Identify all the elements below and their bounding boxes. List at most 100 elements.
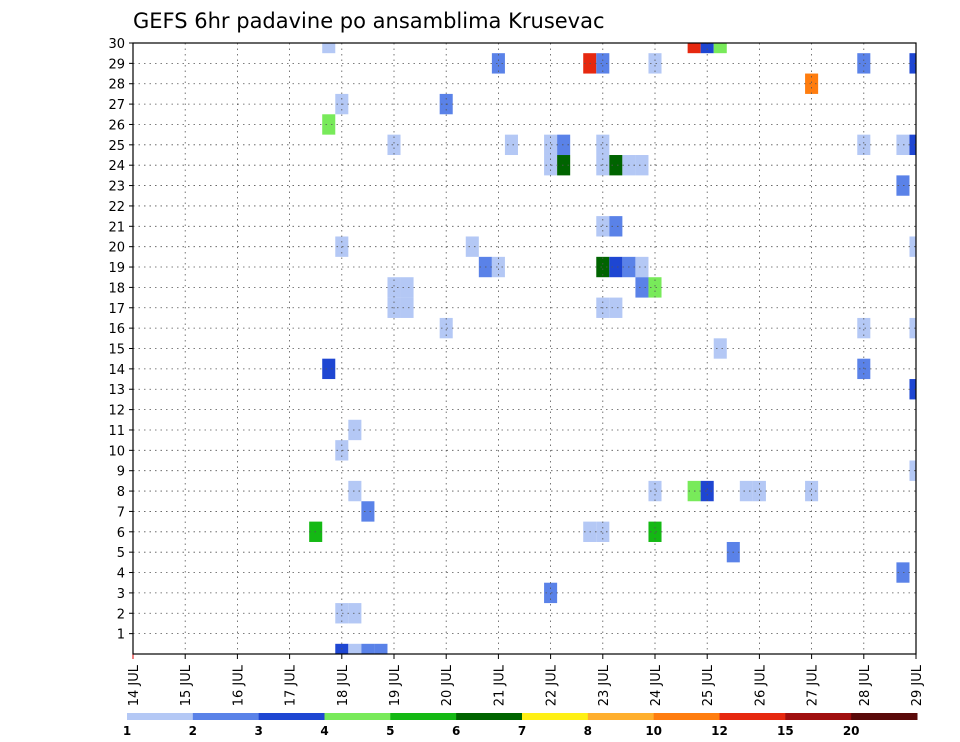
y-tick-label: 4 xyxy=(117,567,125,582)
colorbar-label: 12 xyxy=(711,724,728,738)
heatmap-cell xyxy=(909,236,916,257)
heatmap-cell xyxy=(596,256,610,278)
y-tick-label: 10 xyxy=(108,444,125,459)
heatmap-cell xyxy=(544,582,558,604)
heatmap-cell xyxy=(465,236,479,257)
heatmap-cell xyxy=(348,419,362,441)
heatmap-cell xyxy=(609,297,623,318)
y-tick-label: 5 xyxy=(117,546,125,561)
x-tick-label: 26 JUL xyxy=(753,664,768,706)
heatmap-cell xyxy=(387,277,401,298)
x-tick-label: 29 JUL xyxy=(910,664,925,706)
x-tick-label: 23 JUL xyxy=(597,664,612,706)
heatmap-cell xyxy=(713,43,727,54)
y-tick-label: 30 xyxy=(108,37,125,52)
colorbar-swatch xyxy=(719,713,786,720)
x-tick-label: 15 JUL xyxy=(179,664,194,706)
heatmap-cell xyxy=(400,277,414,298)
heatmap-cell xyxy=(909,460,916,481)
y-tick-label: 28 xyxy=(108,78,125,93)
x-tick-label: 24 JUL xyxy=(649,664,664,706)
heatmap-cell xyxy=(491,53,505,74)
y-tick-label: 26 xyxy=(108,118,125,133)
heatmap-cell xyxy=(348,603,362,624)
heatmap-cell xyxy=(361,643,375,654)
x-tick-label: 16 JUL xyxy=(231,664,246,706)
heatmap-cell xyxy=(739,480,753,502)
colorbar: 1 2 3 4 5 6 7 8 10 12 15 20 xyxy=(123,713,918,738)
colorbar-label: 6 xyxy=(452,724,460,738)
heatmap-cell xyxy=(322,358,336,380)
heatmap-cell xyxy=(687,43,701,54)
heatmap-cell xyxy=(648,277,662,298)
y-tick-label: 9 xyxy=(117,465,125,480)
grid-lines xyxy=(133,43,916,654)
colorbar-swatch xyxy=(785,713,852,720)
colorbar-label: 1 xyxy=(123,724,131,738)
plot-frame xyxy=(132,42,917,655)
y-tick-label: 1 xyxy=(117,628,125,643)
colorbar-label: 5 xyxy=(386,724,394,738)
x-tick-label: 14 JUL xyxy=(127,664,142,706)
heatmap-cell xyxy=(909,134,916,156)
colorbar-swatch xyxy=(258,713,325,720)
x-tick-label: 20 JUL xyxy=(440,664,455,706)
y-tick-label: 21 xyxy=(108,220,125,235)
heatmap-cell xyxy=(805,480,819,502)
y-tick-label: 19 xyxy=(108,261,125,276)
x-tick-label: 27 JUL xyxy=(806,664,821,706)
colorbar-swatch xyxy=(522,713,589,720)
x-tick-label: 28 JUL xyxy=(858,664,873,706)
heatmap-cell xyxy=(805,73,819,94)
y-tick-label: 13 xyxy=(108,383,125,398)
x-tick-label: 22 JUL xyxy=(545,664,560,706)
heatmap-cell xyxy=(896,175,910,196)
heatmap-cell xyxy=(713,338,727,359)
y-tick-label: 14 xyxy=(108,363,125,378)
colorbar-label: 20 xyxy=(843,724,860,738)
heatmap-cell xyxy=(596,134,610,156)
colorbar-swatch xyxy=(127,713,194,720)
heatmap-cell xyxy=(609,155,623,176)
x-tick-label: 19 JUL xyxy=(388,664,403,706)
y-tick-label: 22 xyxy=(108,200,125,215)
heatmap-cell xyxy=(635,155,649,176)
x-tick-label: 18 JUL xyxy=(336,664,351,706)
heatmap-cell xyxy=(348,643,362,654)
colorbar-swatch xyxy=(587,713,655,720)
heatmap-cell xyxy=(322,43,336,54)
heatmap-cell xyxy=(648,521,662,542)
y-axis: 1234567891011121314151617181920212223242… xyxy=(108,37,133,643)
x-tick-label: 25 JUL xyxy=(701,664,716,706)
y-tick-label: 15 xyxy=(108,343,125,358)
y-tick-label: 6 xyxy=(117,526,125,541)
heatmap-cells xyxy=(309,43,916,654)
y-tick-label: 17 xyxy=(108,302,125,317)
heatmap-cell xyxy=(557,134,571,156)
heatmap-cell xyxy=(322,114,336,135)
y-tick-label: 23 xyxy=(108,180,125,195)
colorbar-swatch xyxy=(192,713,260,720)
heatmap-cell xyxy=(909,317,916,339)
heatmap-cell xyxy=(896,134,910,156)
y-tick-label: 2 xyxy=(117,607,125,622)
heatmap-cell xyxy=(909,379,916,400)
heatmap-cell xyxy=(648,53,662,74)
heatmap-cell xyxy=(544,134,558,156)
colorbar-label: 2 xyxy=(189,724,197,738)
heatmap-cell xyxy=(361,501,375,522)
x-tick-label: 21 JUL xyxy=(492,664,507,706)
heatmap-cell xyxy=(700,43,714,54)
colorbar-swatch xyxy=(653,713,720,720)
colorbar-swatch xyxy=(456,713,523,720)
colorbar-swatch xyxy=(851,713,918,720)
y-tick-label: 3 xyxy=(117,587,125,602)
heatmap-cell xyxy=(387,134,401,156)
heatmap-cell xyxy=(609,216,623,237)
heatmap-cell xyxy=(348,480,362,502)
colorbar-swatch xyxy=(324,713,391,720)
heatmap-cell xyxy=(857,134,871,156)
y-tick-label: 8 xyxy=(117,485,125,500)
heatmap-cell xyxy=(504,134,518,156)
